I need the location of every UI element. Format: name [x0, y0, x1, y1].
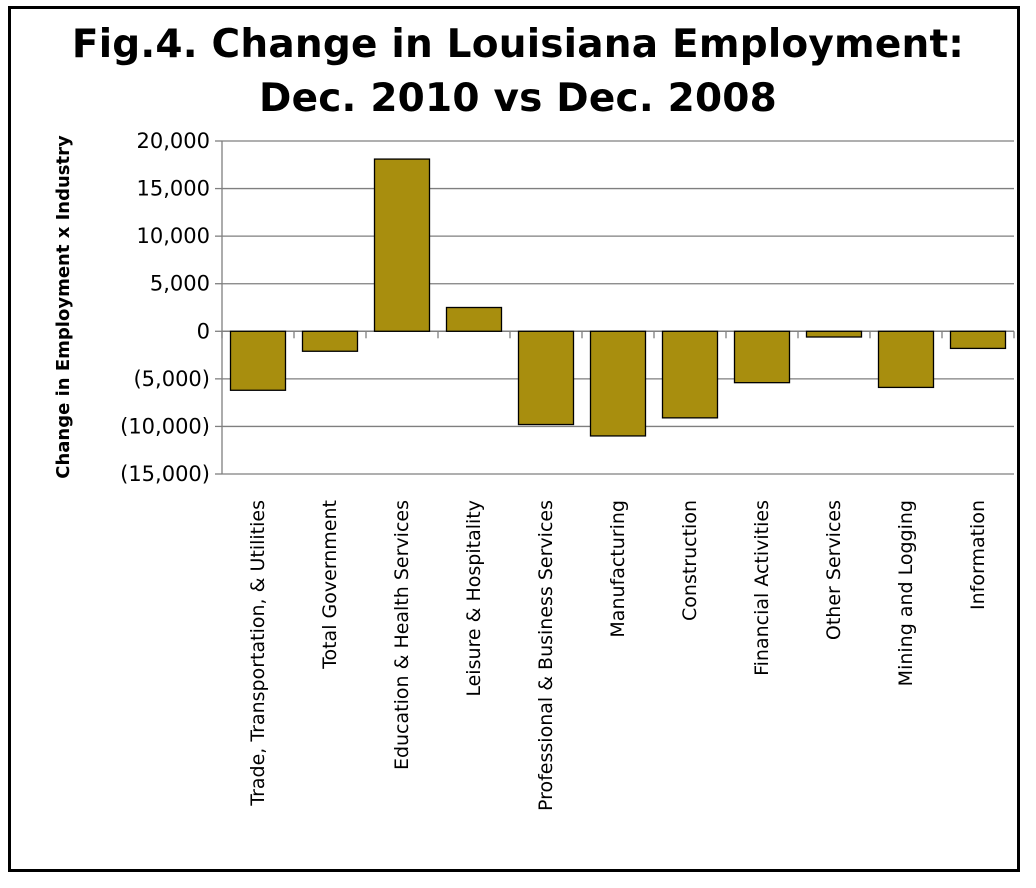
y-tick-label: 5,000	[150, 272, 210, 296]
bar	[805, 330, 863, 338]
y-tick-label: (10,000)	[120, 414, 210, 438]
y-tick-label: 15,000	[137, 177, 210, 201]
bar	[877, 330, 935, 389]
x-category-label: Other Services	[823, 500, 845, 640]
y-tick-label: (15,000)	[120, 462, 210, 486]
y-axis-label: Change in Employment x Industry	[53, 135, 74, 479]
x-category-label: Construction	[679, 500, 701, 621]
bar	[229, 330, 287, 391]
x-category-label: Education & Health Services	[391, 500, 413, 770]
chart-title-line-2: Dec. 2010 vs Dec. 2008	[259, 76, 777, 121]
y-tick-label: 20,000	[137, 129, 210, 153]
x-category-label: Professional & Business Services	[535, 500, 557, 811]
y-tick-label: 10,000	[137, 224, 210, 248]
x-category-label: Leisure & Hospitality	[463, 500, 485, 697]
bar	[949, 330, 1007, 350]
x-category-label: Manufacturing	[607, 500, 629, 638]
x-category-label: Trade, Transportation, & Utilities	[247, 500, 269, 807]
bar	[733, 330, 791, 384]
y-tick-label: (5,000)	[133, 367, 210, 391]
bar	[589, 330, 647, 437]
x-category-label: Mining and Logging	[895, 500, 917, 686]
chart-frame	[8, 6, 1020, 872]
x-category-label: Total Government	[319, 500, 341, 670]
bar	[661, 330, 719, 419]
x-category-label: Financial Activities	[751, 500, 773, 676]
bar	[373, 158, 431, 332]
bar	[445, 306, 503, 332]
y-tick-label: 0	[197, 319, 210, 343]
bar	[301, 330, 359, 352]
bar	[517, 330, 575, 426]
chart-title-line-1: Fig.4. Change in Louisiana Employment:	[71, 22, 965, 67]
x-category-label: Information	[967, 500, 989, 610]
